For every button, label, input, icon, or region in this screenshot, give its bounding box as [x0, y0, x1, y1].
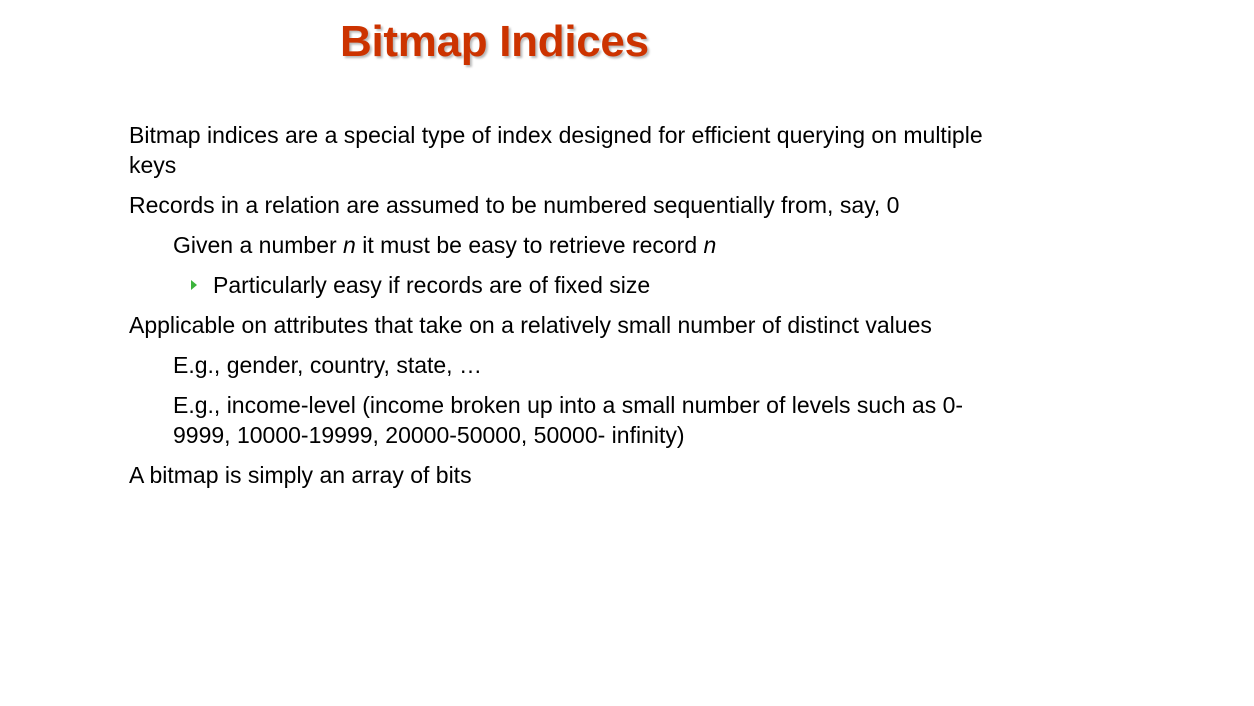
text-segment: it must be easy to retrieve record	[355, 232, 704, 258]
bullet-bitmap-array: A bitmap is simply an array of bits	[129, 462, 472, 488]
sub-sub-bullet-fixed-size: Particularly easy if records are of fixe…	[189, 270, 999, 300]
bullet-applicable-attributes: Applicable on attributes that take on a …	[129, 312, 932, 338]
bullet-bitmap-definition: Bitmap indices are a special type of ind…	[129, 122, 983, 178]
bullet-records-numbered: Records in a relation are assumed to be …	[129, 192, 900, 218]
sub-bullet-example-gender: E.g., gender, country, state, …	[173, 352, 482, 378]
triangle-bullet-icon	[191, 280, 197, 290]
sub-sub-bullet-text: Particularly easy if records are of fixe…	[213, 272, 651, 298]
sub-bullet-example-income: E.g., income-level (income broken up int…	[173, 392, 964, 448]
slide-title: Bitmap Indices	[340, 17, 649, 66]
variable-n: n	[703, 232, 717, 258]
slide-body: Bitmap indices are a special type of ind…	[129, 120, 999, 500]
sub-bullet-retrieve-record: Given a number n it must be easy to retr…	[173, 230, 999, 260]
variable-n: n	[343, 232, 356, 258]
text-segment: Given a number	[173, 232, 344, 258]
